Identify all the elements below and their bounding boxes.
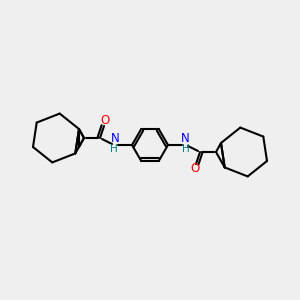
Text: H: H xyxy=(182,144,190,154)
Text: N: N xyxy=(181,133,189,146)
Text: N: N xyxy=(111,133,119,146)
Text: O: O xyxy=(190,163,200,176)
Text: O: O xyxy=(100,115,109,128)
Text: H: H xyxy=(110,144,118,154)
